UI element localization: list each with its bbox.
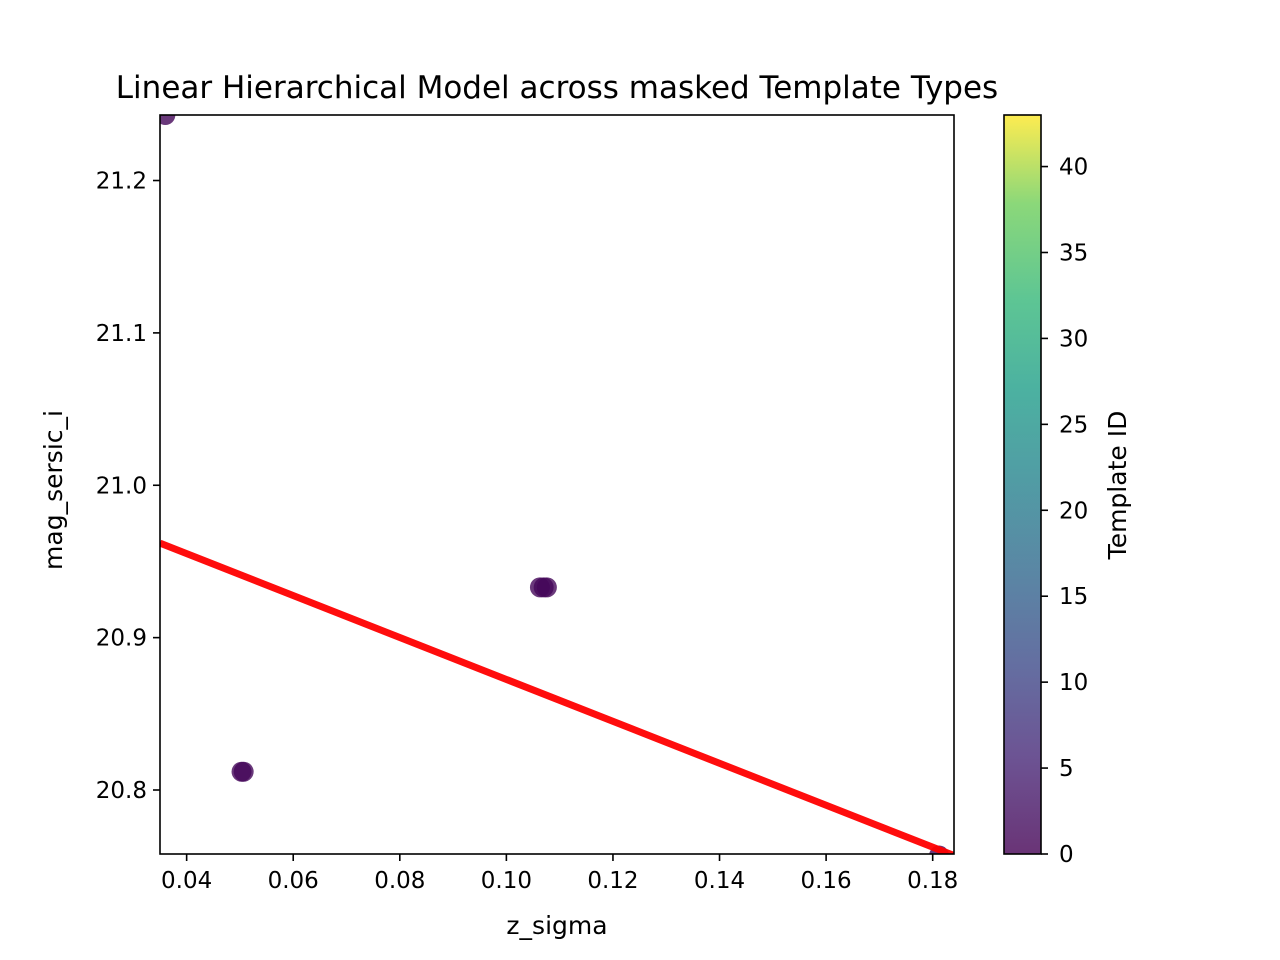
fit-line [160,539,954,854]
colorbar-tick-label: 15 [1059,584,1088,610]
y-tick-label: 20.8 [96,778,147,804]
colorbar-frame [1003,114,1042,855]
fit-line-layer [160,539,954,854]
y-tick-label: 21.1 [96,321,147,347]
colorbar [1004,115,1041,854]
plot-frame [159,114,955,855]
colorbar-tick-label: 10 [1059,670,1088,696]
x-tick-label: 0.12 [587,868,638,894]
x-tick-label: 0.16 [800,868,851,894]
scatter-points [160,115,949,854]
x-tick-label: 0.06 [268,868,319,894]
colorbar-tick-label: 30 [1059,326,1088,352]
colorbar-tick-label: 20 [1059,498,1088,524]
colorbar-tick-label: 0 [1059,842,1074,868]
x-tick-label: 0.10 [481,868,532,894]
y-tick-label: 21.0 [96,473,147,499]
data-point [160,115,176,125]
data-point [233,761,254,782]
y-tick-label: 20.9 [96,626,147,652]
y-axis-label: mag_sersic_i [39,410,68,570]
colorbar-tick-label: 35 [1059,240,1088,266]
colorbar-label: Template ID [1103,411,1132,561]
y-axis-ticks: 20.8 20.9 21.0 21.1 21.2 [96,169,160,804]
colorbar-tick-label: 5 [1059,756,1074,782]
x-tick-label: 0.04 [161,868,212,894]
x-tick-label: 0.08 [374,868,425,894]
colorbar-tick-label: 40 [1059,155,1088,181]
x-axis-ticks: 0.04 0.06 0.08 0.10 0.12 0.14 0.16 0.18 [161,854,958,894]
data-point [536,577,557,598]
colorbar-tick-label: 25 [1059,412,1088,438]
y-tick-label: 21.2 [96,169,147,195]
colorbar-ticks: 0 5 10 15 20 25 30 35 40 [1041,155,1088,868]
x-tick-label: 0.18 [907,868,958,894]
x-axis-label: z_sigma [506,911,607,940]
chart-title: Linear Hierarchical Model across masked … [116,70,998,106]
x-tick-label: 0.14 [694,868,745,894]
